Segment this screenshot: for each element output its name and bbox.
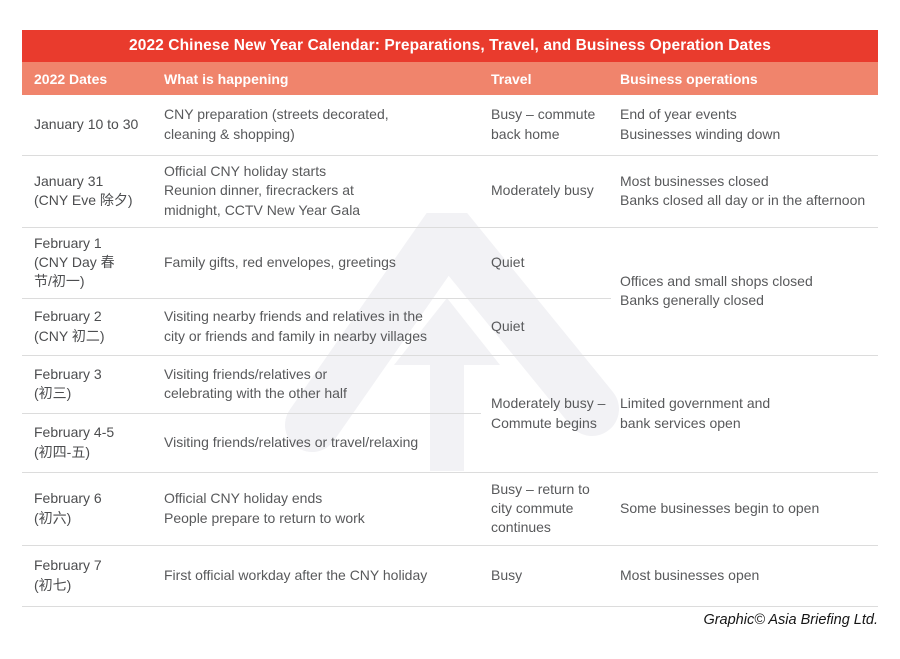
cell-business-operations: Most businesses open (611, 545, 878, 607)
cell-what-is-happening: Visiting nearby friends and relatives in… (155, 298, 481, 356)
cell-what-is-happening: First official workday after the CNY hol… (155, 545, 481, 607)
table-row: January 10 to 30 CNY preparation (street… (22, 95, 878, 156)
table-title: 2022 Chinese New Year Calendar: Preparat… (129, 37, 771, 54)
cell-travel: Quiet (481, 298, 611, 356)
cell-what-is-happening: Official CNY holiday starts Reunion dinn… (155, 155, 481, 228)
column-header-row: 2022 Dates What is happening Travel Busi… (22, 62, 878, 95)
cell-what-is-happening: CNY preparation (streets decorated, clea… (155, 95, 481, 156)
cell-business-operations-merged: Limited government and bank services ope… (611, 355, 878, 473)
cell-travel: Moderately busy (481, 155, 611, 228)
cell-what-is-happening: Official CNY holiday ends People prepare… (155, 472, 481, 546)
cell-date: February 3 (初三) (22, 355, 155, 414)
graphic-credit: Graphic© Asia Briefing Ltd. (703, 612, 878, 628)
table-row: February 4-5 (初四-五) Visiting friends/rel… (22, 413, 878, 473)
cell-travel: Busy – commute back home (481, 95, 611, 156)
column-header-travel: Travel (481, 62, 611, 95)
cell-business-operations-merged: Offices and small shops closed Banks gen… (611, 227, 878, 356)
cny-calendar-table: 2022 Dates What is happening Travel Busi… (22, 62, 878, 607)
column-header-business-operations: Business operations (611, 62, 878, 95)
cell-travel: Quiet (481, 227, 611, 299)
cell-date: February 4-5 (初四-五) (22, 413, 155, 473)
cell-what-is-happening: Family gifts, red envelopes, greetings (155, 227, 481, 299)
column-header-dates: 2022 Dates (22, 62, 155, 95)
cell-date: January 10 to 30 (22, 95, 155, 156)
cell-what-is-happening: Visiting friends/relatives or travel/rel… (155, 413, 481, 473)
table-row: February 6 (初六) Official CNY holiday end… (22, 472, 878, 546)
cell-business-operations: Some businesses begin to open (611, 472, 878, 546)
cell-business-operations: End of year events Businesses winding do… (611, 95, 878, 156)
cell-date: January 31 (CNY Eve 除夕) (22, 155, 155, 228)
cell-travel: Busy – return to city commute continues (481, 472, 611, 546)
cell-business-operations: Most businesses closed Banks closed all … (611, 155, 878, 228)
table-row: February 2 (CNY 初二) Visiting nearby frie… (22, 298, 878, 356)
column-header-what-is-happening: What is happening (155, 62, 481, 95)
table-row: February 1 (CNY Day 春 节/初一) Family gifts… (22, 227, 878, 356)
table-title-bar: 2022 Chinese New Year Calendar: Preparat… (22, 30, 878, 62)
table-row: January 31 (CNY Eve 除夕) Official CNY hol… (22, 155, 878, 228)
table-row: February 7 (初七) First official workday a… (22, 545, 878, 607)
cell-date: February 7 (初七) (22, 545, 155, 607)
cell-date: February 1 (CNY Day 春 节/初一) (22, 227, 155, 299)
table-row: February 3 (初三) Visiting friends/relativ… (22, 355, 878, 473)
cell-date: February 2 (CNY 初二) (22, 298, 155, 356)
cell-travel-merged: Moderately busy – Commute begins (481, 355, 611, 473)
cell-travel: Busy (481, 545, 611, 607)
cell-date: February 6 (初六) (22, 472, 155, 546)
cell-what-is-happening: Visiting friends/relatives or celebratin… (155, 355, 481, 414)
